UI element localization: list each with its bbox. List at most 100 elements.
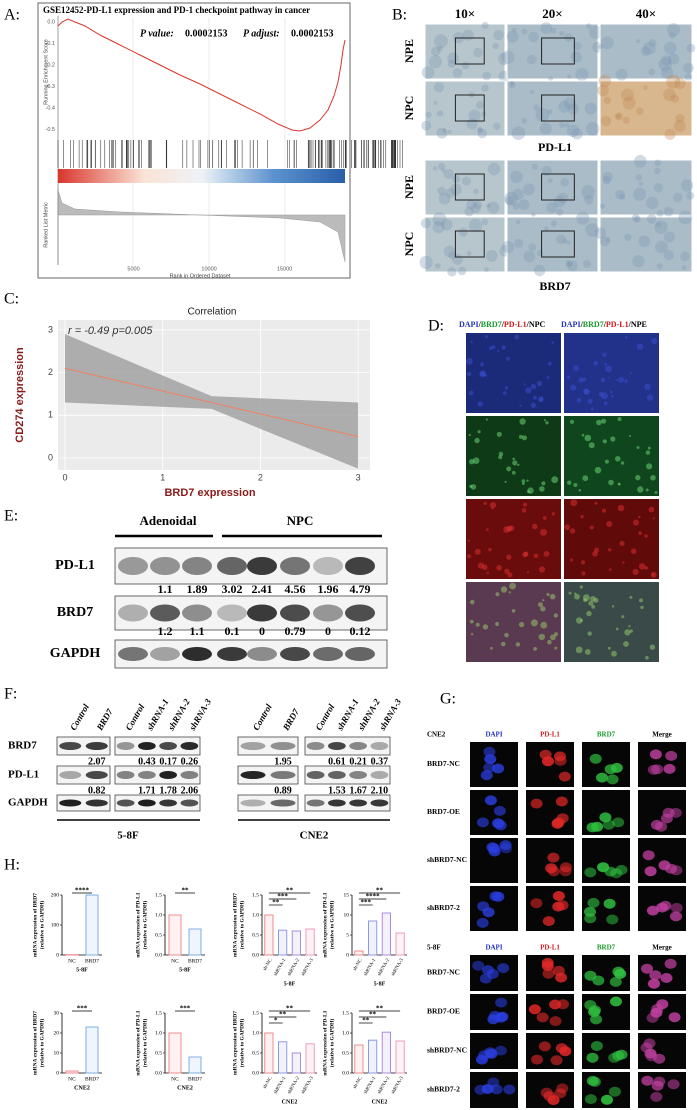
signal [576,398,582,403]
cell [552,965,565,976]
texture [438,162,446,171]
category-label: shRNA-1 [363,958,377,978]
texture [560,177,569,187]
signal [610,436,616,442]
texture [583,259,591,268]
texture [432,212,447,227]
bar [278,1041,288,1074]
panel-label: F: [4,686,17,703]
cell [559,1046,572,1057]
signal [624,629,631,636]
signal [507,572,513,578]
signal [553,613,558,618]
signal [512,460,518,466]
texture [622,116,630,124]
texture [429,55,442,69]
texture [419,255,433,269]
tick-label: -0.4 [46,105,55,111]
band [270,771,296,779]
category-label: shRNA-2 [377,1076,391,1096]
signal [467,554,471,559]
band [370,799,389,807]
band [118,647,148,661]
signal [546,376,550,379]
signal [629,435,631,437]
signal [590,596,596,602]
cell [494,1045,507,1056]
signal [607,376,610,379]
texture [550,220,558,227]
column-header: Merge [652,944,671,952]
cell [608,1086,621,1097]
tick-label: 1.0 [252,912,259,918]
texture [666,23,681,37]
signal [474,548,481,555]
texture [648,39,657,48]
texture [559,31,565,36]
texture [599,236,610,247]
texture [636,39,640,44]
signal [539,486,545,492]
texture [473,188,479,195]
texture [481,21,489,29]
signal [625,336,628,339]
quantification: 1.2 [158,624,173,638]
band [240,742,266,750]
texture [475,100,484,109]
column-header: BRD7 [597,944,616,952]
texture [548,76,554,82]
column-header: 20× [542,6,562,21]
row-label: BRD7-OE [427,1007,460,1016]
texture [566,74,572,79]
blot [304,794,391,812]
legend-part: /NPC [526,320,546,329]
texture [431,46,441,57]
cell [612,817,625,828]
texture [421,66,435,79]
legend-part: BRD7 [583,320,604,329]
signal [469,619,474,624]
significance: **** [75,887,90,895]
signal [546,592,550,597]
bar [188,1056,202,1074]
texture [615,113,622,119]
signal [482,624,489,630]
signal [574,593,580,600]
texture [673,120,686,133]
texture [557,192,569,204]
category-label: sh-NC [353,957,364,971]
signal [533,647,537,651]
signal [547,361,552,366]
cell [472,960,485,971]
cell [545,863,558,874]
band [217,557,247,575]
fluorescence-image [638,742,686,787]
band [345,647,375,661]
texture [514,238,524,248]
signal [629,595,633,599]
caption: BRD7 [539,279,570,293]
cell [559,866,572,877]
signal [644,383,651,390]
panel-label: A: [4,7,20,24]
texture [673,192,683,203]
texture [447,59,456,68]
texture [566,124,580,138]
tick-label: 0.0 [47,19,55,25]
band [306,799,325,807]
cell [496,1011,509,1022]
signal [584,649,591,655]
signal [601,392,608,400]
bar [168,914,182,956]
lane-label: Control [68,702,91,732]
bar [381,912,391,956]
signal [515,642,521,647]
texture [589,25,603,39]
texture [438,192,451,205]
signal [484,373,487,377]
row-label: PD-L1 [55,558,95,573]
signal [618,376,625,383]
signal [600,377,606,383]
texture [656,210,664,218]
